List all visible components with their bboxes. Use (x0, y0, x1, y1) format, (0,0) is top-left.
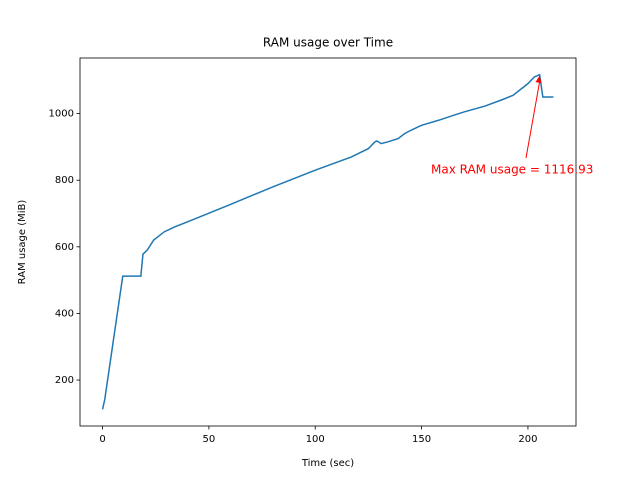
y-tick-label: 400 (55, 308, 74, 319)
y-tick-label: 600 (55, 242, 74, 253)
y-tick-label: 200 (55, 375, 74, 386)
x-tick-label: 50 (203, 434, 216, 445)
annotation-text: Max RAM usage = 1116.93 (431, 163, 593, 177)
chart-title: RAM usage over Time (263, 36, 393, 50)
x-tick-label: 0 (99, 434, 105, 445)
y-tick-label: 800 (55, 175, 74, 186)
x-tick-label: 150 (412, 434, 431, 445)
plot-frame (79, 57, 577, 427)
x-tick-label: 200 (518, 434, 537, 445)
y-tick-label: 1000 (49, 109, 74, 120)
annotation-arrow (525, 81, 541, 159)
x-axis-label: Time (sec) (301, 458, 354, 469)
y-axis-label: RAM usage (MiB) (17, 200, 28, 285)
annotation-arrowhead (535, 75, 542, 84)
data-line (101, 73, 554, 410)
x-tick-label: 100 (306, 434, 325, 445)
